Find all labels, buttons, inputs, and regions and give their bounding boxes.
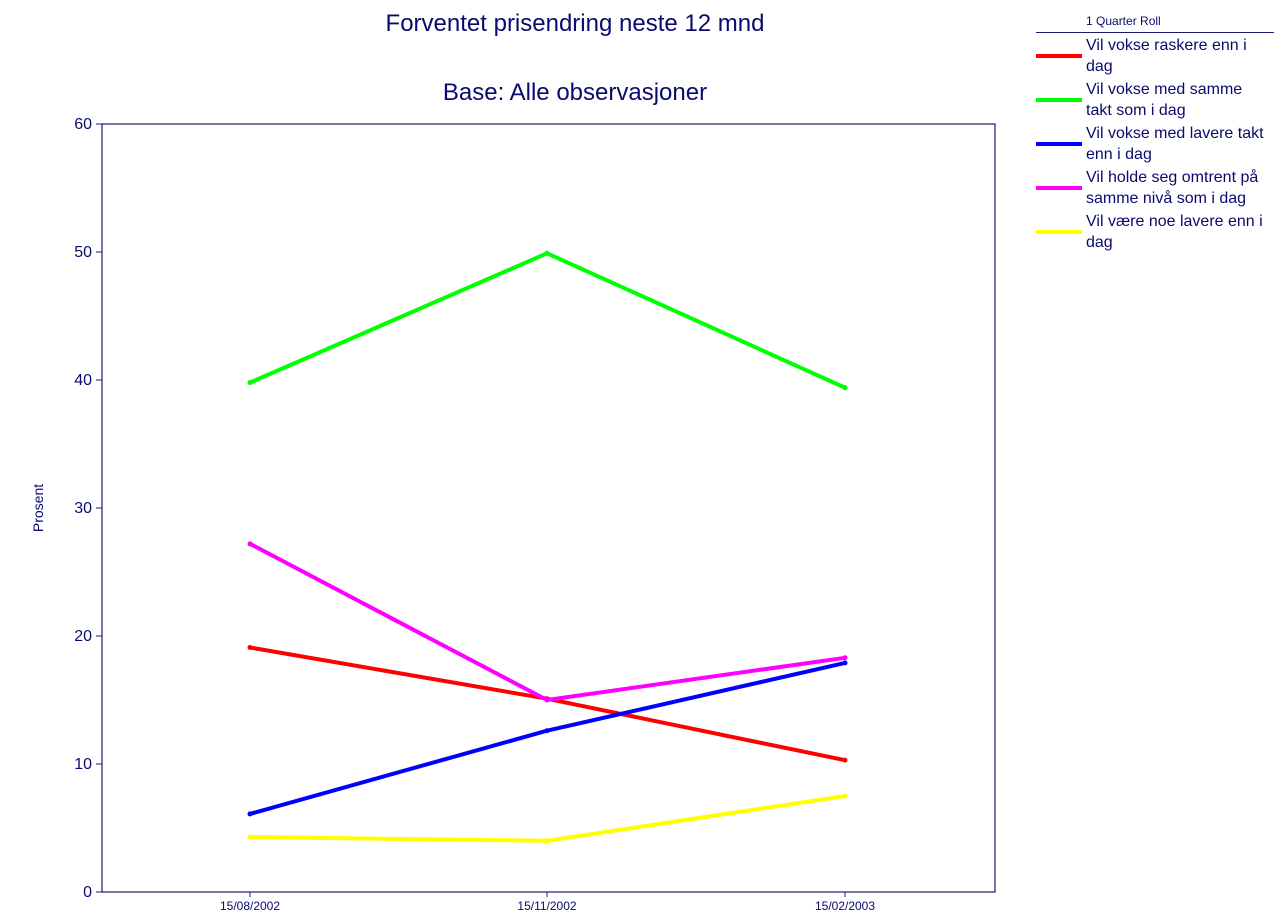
legend-swatch <box>1036 142 1082 146</box>
series-5-point <box>247 834 253 840</box>
legend-label: Vil holde seg omtrent på samme nivå som … <box>1086 169 1259 207</box>
series-2-point <box>544 250 550 256</box>
y-tick-label: 60 <box>74 116 92 133</box>
legend-label: Vil være noe lavere enn i dag <box>1086 213 1263 251</box>
series-1-point <box>842 757 848 763</box>
x-tick-label: 15/02/2003 <box>815 899 875 913</box>
legend-item: Vil være noe lavere enn i dag <box>1036 211 1274 253</box>
chart-title: Forventet prisendring neste 12 mnd <box>385 10 765 37</box>
series-3-point <box>544 728 550 734</box>
series-4-point <box>842 655 848 661</box>
legend-item: Vil holde seg omtrent på samme nivå som … <box>1036 167 1274 209</box>
legend: 1 Quarter Roll Vil vokse raskere enn i d… <box>1036 14 1274 253</box>
series-3-point <box>842 660 848 666</box>
series-4-point <box>247 541 253 547</box>
x-tick-label: 15/08/2002 <box>220 899 280 913</box>
legend-label: Vil vokse med samme takt som i dag <box>1086 81 1243 119</box>
series-5-point <box>544 838 550 844</box>
plot-frame <box>101 123 996 893</box>
plot-area: 0 10 20 30 40 50 60 15/08/2002 15/11/2002 15/02/2… <box>74 116 996 913</box>
series-2-point <box>842 385 848 391</box>
legend-item: Vil vokse med samme takt som i dag <box>1036 79 1274 121</box>
legend-label: Vil vokse raskere enn i dag <box>1086 37 1247 75</box>
legend-swatch <box>1036 98 1082 102</box>
chart-subtitle: Base: Alle observasjoner <box>442 79 708 106</box>
legend-item: Vil vokse med lavere takt enn i dag <box>1036 123 1274 165</box>
series-5-point <box>842 793 848 799</box>
x-tick-label: 15/11/2002 <box>517 899 576 913</box>
series-4-point <box>544 697 550 703</box>
legend-swatch <box>1036 230 1082 234</box>
series-2-point <box>247 380 253 386</box>
legend-item: Vil vokse raskere enn i dag <box>1036 35 1274 77</box>
y-tick-label: 50 <box>74 244 92 261</box>
y-tick-label: 40 <box>74 372 92 389</box>
series-1-point <box>247 645 253 651</box>
y-tick-label: 30 <box>74 500 92 517</box>
legend-title: 1 Quarter Roll <box>1036 14 1274 33</box>
y-tick-label: 20 <box>74 628 92 645</box>
series-3-point <box>247 811 253 817</box>
legend-swatch <box>1036 186 1082 190</box>
y-tick-label: 10 <box>74 756 92 773</box>
line-chart: 0 10 20 30 40 50 60 15/08/2002 15/11/2002 15/02/2… <box>74 116 996 913</box>
y-tick-label: 0 <box>83 884 92 901</box>
legend-label: Vil vokse med lavere takt enn i dag <box>1086 125 1264 163</box>
legend-swatch <box>1036 54 1082 58</box>
